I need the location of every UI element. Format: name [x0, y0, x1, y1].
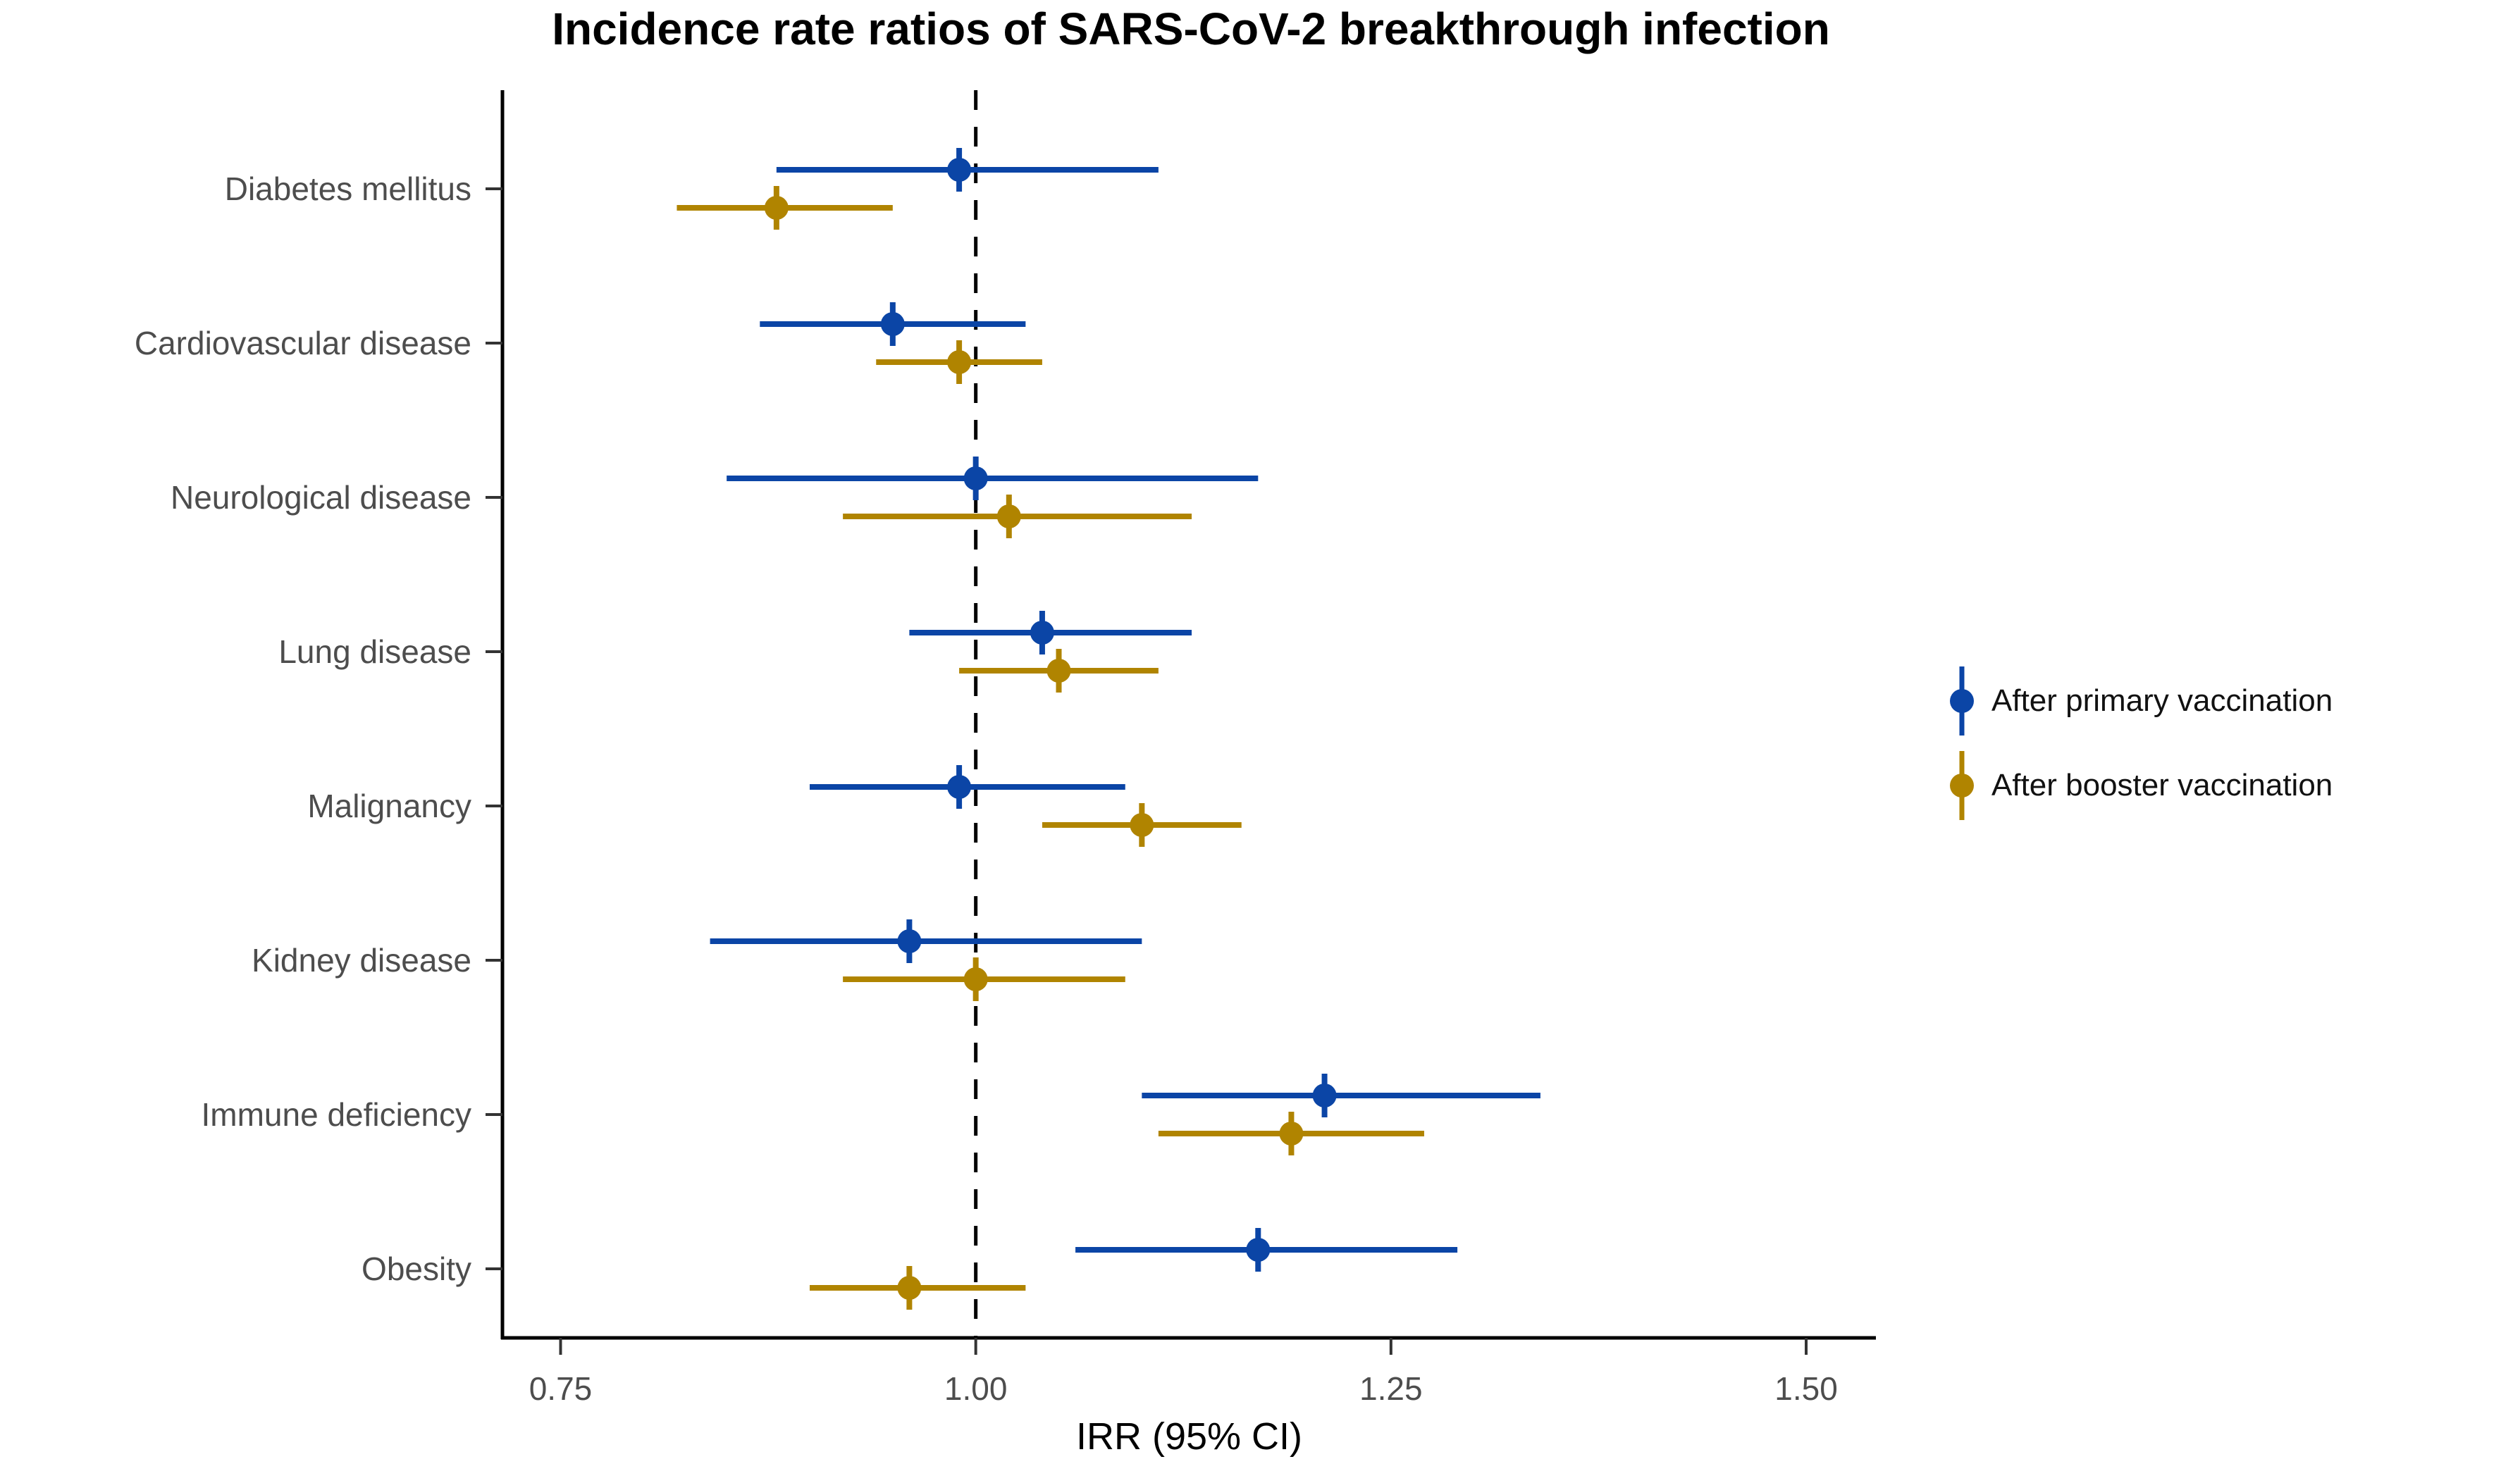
point-marker [947, 158, 972, 182]
legend: After primary vaccination After booster … [1946, 662, 2333, 824]
category-label: Lung disease [278, 633, 471, 670]
x-tick-label: 0.75 [529, 1370, 593, 1407]
x-axis-title: IRR (95% CI) [1075, 1415, 1303, 1458]
point-marker [1279, 1122, 1304, 1146]
category-label: Neurological disease [171, 479, 471, 516]
point-marker [1246, 1238, 1271, 1262]
point-marker [1046, 659, 1071, 683]
point-marker [764, 196, 789, 220]
category-label: Immune deficiency [202, 1096, 472, 1133]
point-marker [880, 312, 905, 336]
category-label: Kidney disease [252, 942, 471, 979]
point-marker [963, 466, 988, 490]
legend-label-primary: After primary vaccination [1991, 683, 2333, 718]
legend-item-primary: After primary vaccination [1946, 662, 2333, 740]
x-tick-label: 1.00 [944, 1370, 1008, 1407]
x-tick-label: 1.25 [1359, 1370, 1423, 1407]
category-label: Cardiovascular disease [135, 325, 471, 361]
point-marker [1030, 621, 1054, 645]
point-marker [897, 1276, 922, 1300]
point-marker [1130, 813, 1154, 837]
category-label: Diabetes mellitus [225, 170, 471, 207]
x-tick-label: 1.50 [1774, 1370, 1838, 1407]
point-marker [947, 350, 972, 374]
category-label: Obesity [362, 1251, 471, 1287]
point-marker [963, 967, 988, 991]
legend-item-booster: After booster vaccination [1946, 747, 2333, 824]
point-marker [1312, 1084, 1337, 1107]
point-marker [996, 504, 1021, 528]
chart-title: Incidence rate ratios of SARS-CoV-2 brea… [552, 4, 1830, 54]
pointrange-key-icon [1950, 666, 1974, 736]
legend-label-booster: After booster vaccination [1991, 768, 2333, 802]
point-marker [947, 775, 972, 799]
category-label: Malignancy [307, 788, 471, 824]
point-marker [897, 929, 922, 953]
pointrange-key-icon [1950, 751, 1974, 820]
